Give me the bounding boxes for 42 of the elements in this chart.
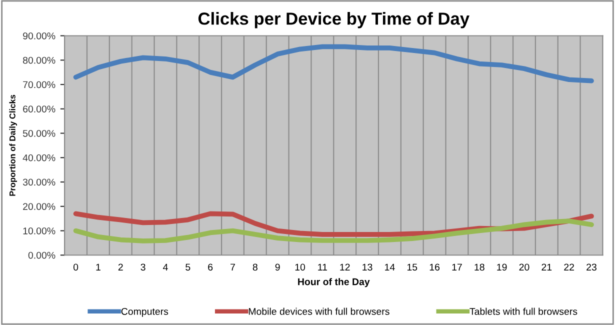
y-tick-label: 60.00% <box>23 106 56 112</box>
x-tick-label: 0 <box>73 264 78 271</box>
x-tick-label: 23 <box>586 264 596 271</box>
x-tick-label: 5 <box>186 264 190 271</box>
y-tick-label: 30.00% <box>22 178 56 186</box>
x-axis-title: Hour of the Day <box>298 278 370 288</box>
y-tick-label: 10.00% <box>23 227 56 234</box>
y-tick-label: 70.00% <box>23 81 56 88</box>
x-tick-label: 11 <box>318 264 327 271</box>
x-tick-label: 18 <box>474 264 484 271</box>
x-tick-label: 3 <box>140 264 146 271</box>
y-axis-title: Proportion of Daily Clicks <box>9 94 18 196</box>
x-tick-label: 16 <box>430 264 440 271</box>
x-tick-label: 2 <box>118 264 123 271</box>
x-tick-label: 7 <box>230 264 235 271</box>
x-tick-label: 4 <box>162 264 168 271</box>
x-tick-label: 15 <box>407 264 418 271</box>
y-tick-label: 40.00% <box>22 154 56 162</box>
legend-label: Mobile devices with full browsers <box>248 308 390 315</box>
legend-label: Computers <box>121 308 168 317</box>
x-tick-label: 8 <box>252 264 258 271</box>
legend-label: Tablets with full browsers <box>470 308 578 315</box>
x-tick-label: 22 <box>564 264 574 271</box>
y-tick-label: 80.00% <box>23 56 56 64</box>
x-tick-label: 9 <box>275 264 280 271</box>
x-tick-label: 6 <box>208 264 213 271</box>
line-series <box>73 44 594 84</box>
y-tick-label: 50.00% <box>22 130 56 137</box>
y-tick-label: 90.00% <box>23 32 56 40</box>
x-tick-label: 12 <box>340 264 350 271</box>
x-tick-label: 20 <box>519 264 530 271</box>
x-tick-label: 21 <box>542 264 552 271</box>
line-series <box>73 218 594 244</box>
x-tick-label: 14 <box>385 264 395 271</box>
x-tick-label: 1 <box>96 264 100 271</box>
x-tick-label: 13 <box>362 264 372 271</box>
x-tick-label: 19 <box>497 264 507 271</box>
x-tick-label: 10 <box>295 264 306 271</box>
y-tick-label: 0.00% <box>28 252 56 259</box>
y-tick-label: 20.00% <box>23 203 56 210</box>
chart-title: Clicks per Device by Time of Day <box>198 12 470 28</box>
x-tick-label: 17 <box>452 264 462 271</box>
